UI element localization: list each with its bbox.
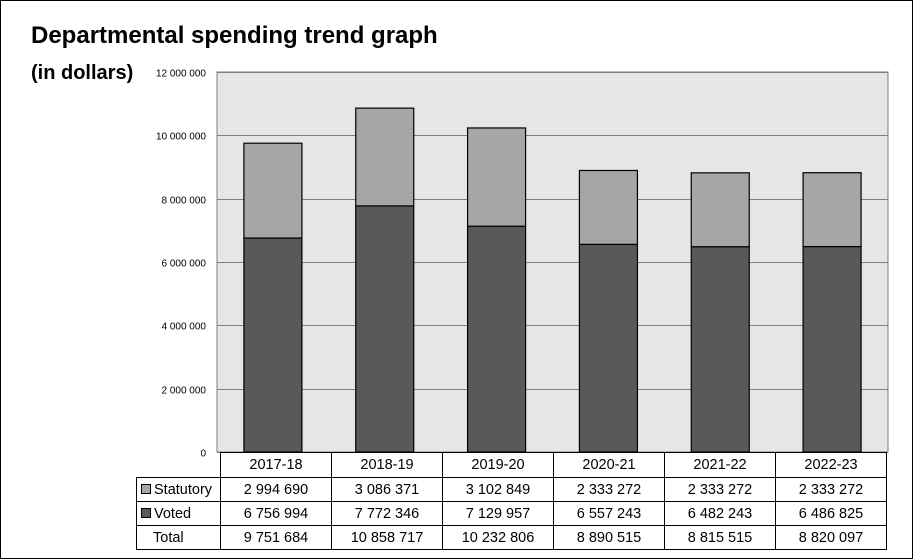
table-cell: 3 102 849 <box>442 477 554 502</box>
y-tick-label: 10 000 000 <box>156 132 206 143</box>
table-cell: 8 820 097 <box>775 525 887 550</box>
table-cell: 2 333 272 <box>553 477 665 502</box>
bar-voted-2017-18 <box>243 237 303 453</box>
category-label: 2017-18 <box>220 452 332 478</box>
bar-statutory-2017-18 <box>243 142 303 239</box>
bar-voted-2021-22 <box>690 246 750 453</box>
table-row-statutory: Statutory 2 994 690 3 086 371 3 102 849 … <box>136 477 887 502</box>
category-label: 2019-20 <box>442 452 554 478</box>
bar-statutory-2021-22 <box>690 172 750 248</box>
table-cell: 7 772 346 <box>331 501 443 526</box>
table-header-row: 2017-18 2018-19 2019-20 2020-21 2021-22 … <box>136 452 887 478</box>
category-label: 2022-23 <box>775 452 887 478</box>
table-cell: 6 482 243 <box>664 501 776 526</box>
bar-statutory-2022-23 <box>802 172 862 248</box>
table-cell: 8 815 515 <box>664 525 776 550</box>
table-cell: 8 890 515 <box>553 525 665 550</box>
table-cell: 10 232 806 <box>442 525 554 550</box>
table-cell: 3 086 371 <box>331 477 443 502</box>
y-tick-label: 8 000 000 <box>162 196 207 207</box>
table-cell: 9 751 684 <box>220 525 332 550</box>
table-row-voted: Voted 6 756 994 7 772 346 7 129 957 6 55… <box>136 501 887 526</box>
bar-voted-2019-20 <box>466 225 527 453</box>
table-cell: 6 756 994 <box>220 501 332 526</box>
table-cell: 2 333 272 <box>664 477 776 502</box>
bar-statutory-2019-20 <box>466 127 527 227</box>
bar-statutory-2020-21 <box>578 169 639 245</box>
table-cell: 6 486 825 <box>775 501 887 526</box>
legend-entry-voted: Voted <box>136 501 221 526</box>
y-tick-label: 6 000 000 <box>162 259 207 270</box>
y-tick-label: 4 000 000 <box>162 322 207 333</box>
table-cell: 2 994 690 <box>220 477 332 502</box>
y-tick-label: 12 000 000 <box>156 69 206 80</box>
table-cell: 10 858 717 <box>331 525 443 550</box>
bar-voted-2022-23 <box>802 245 862 453</box>
table-cell: 2 333 272 <box>775 477 887 502</box>
series-name: Voted <box>154 505 192 522</box>
table-row-total: Total 9 751 684 10 858 717 10 232 806 8 … <box>136 525 887 550</box>
category-label: 2021-22 <box>664 452 776 478</box>
data-table: 2017-18 2018-19 2019-20 2020-21 2021-22 … <box>136 452 887 550</box>
bars <box>243 107 862 453</box>
statutory-swatch <box>141 483 151 494</box>
chart-subtitle: (in dollars) <box>31 62 134 84</box>
table-cell: 7 129 957 <box>442 501 554 526</box>
legend-entry-statutory: Statutory <box>136 477 221 502</box>
bar-statutory-2018-19 <box>355 107 415 207</box>
table-corner <box>136 452 221 478</box>
bar-voted-2020-21 <box>578 243 639 453</box>
category-label: 2018-19 <box>331 452 443 478</box>
voted-swatch <box>141 507 151 518</box>
series-name: Statutory <box>154 481 213 498</box>
table-cell: 6 557 243 <box>553 501 665 526</box>
bar-voted-2018-19 <box>355 205 415 453</box>
total-name: Total <box>153 529 184 546</box>
total-label: Total <box>136 525 221 550</box>
category-label: 2020-21 <box>553 452 665 478</box>
y-tick-label: 2 000 000 <box>162 386 207 397</box>
chart-title: Departmental spending trend graph <box>31 22 438 49</box>
